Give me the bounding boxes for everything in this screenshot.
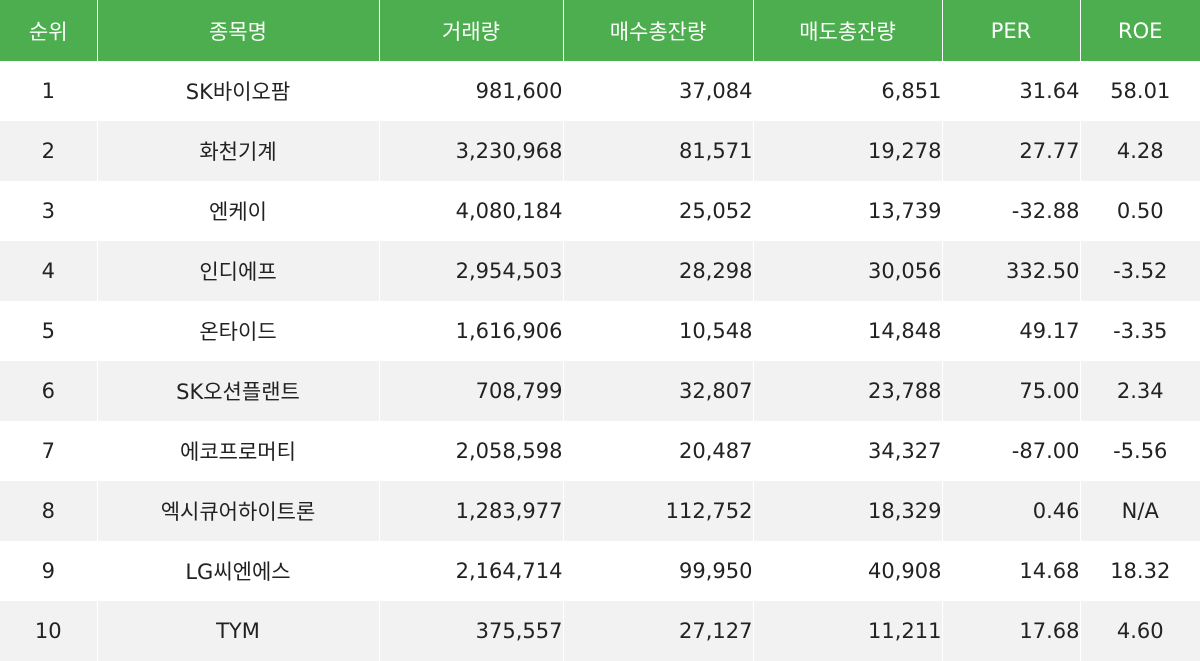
total-bid-cell: 20,487 — [563, 421, 754, 481]
stock-name-cell[interactable]: 엔케이 — [97, 181, 380, 241]
per-cell: 332.50 — [942, 241, 1081, 301]
total-ask-cell: 14,848 — [753, 301, 943, 361]
table-header: 순위 종목명 거래량 매수총잔량 매도총잔량 PER ROE — [0, 0, 1200, 61]
per-cell: -32.88 — [942, 181, 1081, 241]
roe-cell: 4.60 — [1080, 601, 1200, 661]
stock-name-cell[interactable]: LG씨엔에스 — [97, 541, 380, 601]
total-ask-cell: 13,739 — [753, 181, 943, 241]
header-per[interactable]: PER — [942, 0, 1081, 61]
total-bid-cell: 10,548 — [563, 301, 754, 361]
per-cell: 31.64 — [942, 61, 1081, 121]
volume-cell: 981,600 — [379, 61, 564, 121]
stock-name-cell[interactable]: TYM — [97, 601, 380, 661]
table-row: 2 화천기계 3,230,968 81,571 19,278 27.77 4.2… — [0, 121, 1200, 181]
rank-cell: 7 — [0, 421, 98, 481]
table-row: 7 에코프로머티 2,058,598 20,487 34,327 -87.00 … — [0, 421, 1200, 481]
header-total-ask[interactable]: 매도총잔량 — [753, 0, 943, 61]
stock-name-cell[interactable]: SK바이오팜 — [97, 61, 380, 121]
volume-cell: 708,799 — [379, 361, 564, 421]
stock-name-cell[interactable]: 엑시큐어하이트론 — [97, 481, 380, 541]
per-cell: 17.68 — [942, 601, 1081, 661]
volume-cell: 2,058,598 — [379, 421, 564, 481]
header-total-bid[interactable]: 매수총잔량 — [563, 0, 754, 61]
total-ask-cell: 23,788 — [753, 361, 943, 421]
rank-cell: 10 — [0, 601, 98, 661]
table-row: 3 엔케이 4,080,184 25,052 13,739 -32.88 0.5… — [0, 181, 1200, 241]
total-bid-cell: 25,052 — [563, 181, 754, 241]
roe-cell: -3.52 — [1080, 241, 1200, 301]
header-roe[interactable]: ROE — [1080, 0, 1200, 61]
per-cell: 27.77 — [942, 121, 1081, 181]
table-row: 6 SK오션플랜트 708,799 32,807 23,788 75.00 2.… — [0, 361, 1200, 421]
rank-cell: 3 — [0, 181, 98, 241]
total-ask-cell: 40,908 — [753, 541, 943, 601]
roe-cell: 18.32 — [1080, 541, 1200, 601]
stock-name-cell[interactable]: SK오션플랜트 — [97, 361, 380, 421]
stock-name-cell[interactable]: 에코프로머티 — [97, 421, 380, 481]
volume-cell: 2,164,714 — [379, 541, 564, 601]
total-ask-cell: 11,211 — [753, 601, 943, 661]
volume-cell: 4,080,184 — [379, 181, 564, 241]
roe-cell: -3.35 — [1080, 301, 1200, 361]
volume-cell: 1,283,977 — [379, 481, 564, 541]
total-ask-cell: 6,851 — [753, 61, 943, 121]
volume-cell: 375,557 — [379, 601, 564, 661]
total-ask-cell: 18,329 — [753, 481, 943, 541]
table-body: 1 SK바이오팜 981,600 37,084 6,851 31.64 58.0… — [0, 61, 1200, 661]
roe-cell: N/A — [1080, 481, 1200, 541]
total-bid-cell: 27,127 — [563, 601, 754, 661]
table-row: 4 인디에프 2,954,503 28,298 30,056 332.50 -3… — [0, 241, 1200, 301]
roe-cell: -5.56 — [1080, 421, 1200, 481]
roe-cell: 2.34 — [1080, 361, 1200, 421]
total-bid-cell: 37,084 — [563, 61, 754, 121]
rank-cell: 8 — [0, 481, 98, 541]
header-volume[interactable]: 거래량 — [379, 0, 564, 61]
header-row: 순위 종목명 거래량 매수총잔량 매도총잔량 PER ROE — [0, 0, 1200, 61]
total-bid-cell: 32,807 — [563, 361, 754, 421]
stock-name-cell[interactable]: 온타이드 — [97, 301, 380, 361]
table-row: 8 엑시큐어하이트론 1,283,977 112,752 18,329 0.46… — [0, 481, 1200, 541]
table-row: 9 LG씨엔에스 2,164,714 99,950 40,908 14.68 1… — [0, 541, 1200, 601]
rank-cell: 9 — [0, 541, 98, 601]
rank-cell: 4 — [0, 241, 98, 301]
per-cell: 75.00 — [942, 361, 1081, 421]
stock-name-cell[interactable]: 화천기계 — [97, 121, 380, 181]
stock-name-cell[interactable]: 인디에프 — [97, 241, 380, 301]
rank-cell: 2 — [0, 121, 98, 181]
roe-cell: 58.01 — [1080, 61, 1200, 121]
total-bid-cell: 28,298 — [563, 241, 754, 301]
volume-cell: 3,230,968 — [379, 121, 564, 181]
rank-cell: 1 — [0, 61, 98, 121]
total-bid-cell: 112,752 — [563, 481, 754, 541]
per-cell: 0.46 — [942, 481, 1081, 541]
table-row: 1 SK바이오팜 981,600 37,084 6,851 31.64 58.0… — [0, 61, 1200, 121]
per-cell: 14.68 — [942, 541, 1081, 601]
rank-cell: 5 — [0, 301, 98, 361]
volume-cell: 1,616,906 — [379, 301, 564, 361]
rank-cell: 6 — [0, 361, 98, 421]
total-ask-cell: 34,327 — [753, 421, 943, 481]
table-row: 10 TYM 375,557 27,127 11,211 17.68 4.60 — [0, 601, 1200, 661]
table-row: 5 온타이드 1,616,906 10,548 14,848 49.17 -3.… — [0, 301, 1200, 361]
per-cell: -87.00 — [942, 421, 1081, 481]
header-stock-name[interactable]: 종목명 — [97, 0, 380, 61]
header-rank[interactable]: 순위 — [0, 0, 98, 61]
total-ask-cell: 30,056 — [753, 241, 943, 301]
total-bid-cell: 99,950 — [563, 541, 754, 601]
total-ask-cell: 19,278 — [753, 121, 943, 181]
roe-cell: 0.50 — [1080, 181, 1200, 241]
volume-cell: 2,954,503 — [379, 241, 564, 301]
per-cell: 49.17 — [942, 301, 1081, 361]
roe-cell: 4.28 — [1080, 121, 1200, 181]
total-bid-cell: 81,571 — [563, 121, 754, 181]
